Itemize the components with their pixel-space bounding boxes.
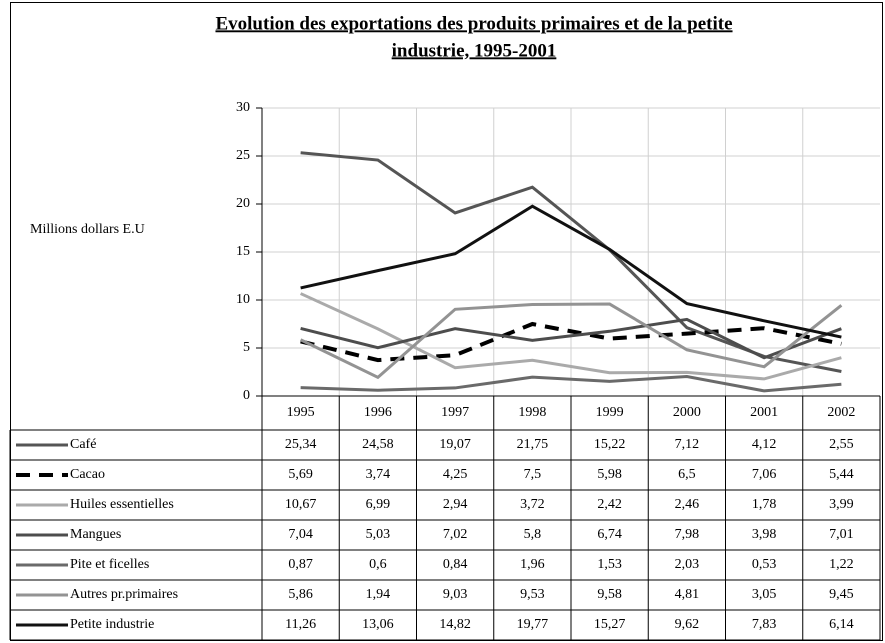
table-cell: 1,96 (520, 557, 545, 572)
y-tick-label: 15 (236, 244, 250, 259)
y-tick-label: 0 (243, 388, 250, 403)
table-cell: 4,12 (752, 437, 777, 452)
table-cell: 7,83 (752, 617, 777, 632)
chart-title: industrie, 1995-2001 (392, 40, 557, 61)
table-cell: 3,98 (752, 527, 777, 542)
table-cell: 25,34 (285, 437, 317, 452)
y-tick-label: 25 (236, 148, 250, 163)
table-cell: 5,44 (829, 467, 854, 482)
legend-label: Cacao (70, 467, 105, 482)
series-line (300, 204, 842, 339)
table-cell: 24,58 (362, 437, 394, 452)
table-cell: 0,6 (369, 557, 387, 572)
table-cell: 0,53 (752, 557, 777, 572)
table-cell: 2,03 (675, 557, 700, 572)
table-cell: 15,27 (594, 617, 626, 632)
table-cell: 5,69 (288, 467, 313, 482)
x-tick-label: 2002 (827, 405, 855, 420)
legend-label: Pite et ficelles (70, 557, 149, 572)
legend-label: Autres pr.primaires (70, 587, 178, 602)
y-tick-label: 10 (236, 292, 250, 307)
table-cell: 5,98 (597, 467, 622, 482)
table-cell: 7,5 (524, 467, 542, 482)
table-cell: 5,86 (288, 587, 313, 602)
table-cell: 7,12 (675, 437, 700, 452)
x-tick-label: 2001 (750, 405, 778, 420)
table-cell: 2,55 (829, 437, 854, 452)
table-cell: 6,14 (829, 617, 854, 632)
table-cell: 15,22 (594, 437, 626, 452)
table-cell: 6,99 (366, 497, 391, 512)
legend-label: Café (70, 437, 96, 452)
table-cell: 6,5 (678, 467, 696, 482)
chart-title: Evolution des exportations des produits … (215, 13, 732, 34)
series-line (300, 317, 842, 360)
y-tick-label: 20 (236, 196, 250, 211)
legend-label: Huiles essentielles (70, 497, 174, 512)
table-cell: 7,02 (443, 527, 468, 542)
table-cell: 5,8 (524, 527, 542, 542)
table-cell: 7,06 (752, 467, 777, 482)
table-cell: 9,45 (829, 587, 854, 602)
table-cell: 2,46 (675, 497, 700, 512)
table-cell: 21,75 (517, 437, 549, 452)
y-tick-label: 5 (243, 340, 250, 355)
table-cell: 6,74 (597, 527, 622, 542)
table-cell: 10,67 (285, 497, 317, 512)
table-cell: 13,06 (362, 617, 394, 632)
table-cell: 19,07 (439, 437, 471, 452)
table-cell: 9,62 (675, 617, 700, 632)
x-tick-label: 1999 (596, 405, 624, 420)
table-cell: 7,04 (288, 527, 313, 542)
table-cell: 9,53 (520, 587, 545, 602)
table-cell: 7,01 (829, 527, 854, 542)
table-cell: 4,81 (675, 587, 700, 602)
table-cell: 1,22 (829, 557, 854, 572)
table-cell: 14,82 (439, 617, 471, 632)
x-tick-label: 1998 (518, 405, 546, 420)
table-cell: 0,87 (288, 557, 313, 572)
table-cell: 2,42 (597, 497, 622, 512)
table-cell: 0,84 (443, 557, 468, 572)
x-tick-label: 1997 (441, 405, 469, 420)
table-cell: 3,72 (520, 497, 545, 512)
table-cell: 3,74 (366, 467, 391, 482)
x-tick-label: 1995 (287, 405, 315, 420)
table-cell: 11,26 (285, 617, 316, 632)
series-line (300, 375, 842, 393)
table-cell: 5,03 (366, 527, 391, 542)
legend-label: Mangues (70, 527, 121, 542)
frame (10, 2, 883, 641)
series-line (300, 321, 842, 363)
table-cell: 9,58 (597, 587, 622, 602)
table-cell: 3,99 (829, 497, 854, 512)
legend-label: Petite industrie (70, 617, 154, 632)
table-cell: 1,53 (597, 557, 622, 572)
table-cell: 4,25 (443, 467, 468, 482)
y-axis-label: Millions dollars E.U (30, 222, 145, 237)
series-line (300, 292, 842, 381)
table-cell: 1,78 (752, 497, 777, 512)
table-cell: 19,77 (517, 617, 549, 632)
table-cell: 7,98 (675, 527, 700, 542)
table-cell: 2,94 (443, 497, 468, 512)
table-cell: 9,03 (443, 587, 468, 602)
series-line (299, 302, 843, 380)
x-tick-label: 2000 (673, 405, 701, 420)
x-tick-label: 1996 (364, 405, 392, 420)
table-cell: 3,05 (752, 587, 777, 602)
y-tick-label: 30 (236, 100, 250, 115)
table-cell: 1,94 (366, 587, 391, 602)
